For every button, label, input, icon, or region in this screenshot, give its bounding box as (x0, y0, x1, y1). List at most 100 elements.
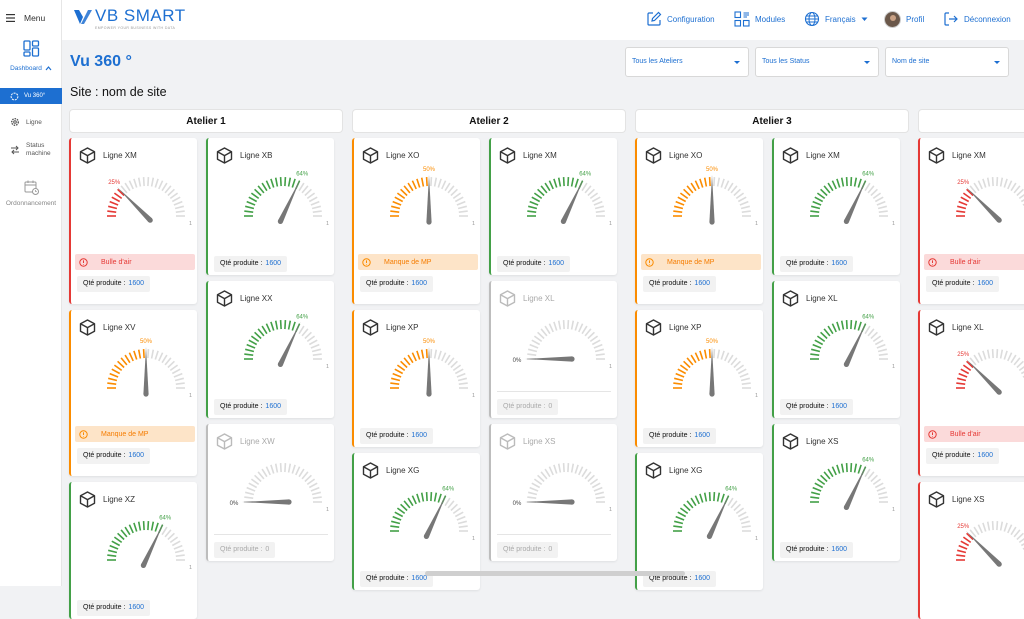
sidebar-item-ordonnancement[interactable]: Ordonnancement (0, 180, 62, 207)
gauge-tick (304, 331, 312, 340)
gauge-wrap: 25%100% (925, 338, 1024, 423)
filter-value: Nom de site (892, 58, 930, 65)
gauge-tick (173, 200, 183, 206)
line-card[interactable]: Ligne XS 25%100% (918, 482, 1024, 619)
line-card[interactable]: Ligne XM 64% 100% Qté produite :1600 (772, 138, 906, 275)
card-header: Ligne XM (499, 147, 557, 164)
sidebar-item-status-machine[interactable]: Status machine (0, 142, 62, 159)
sidebar-item-dashboard[interactable]: Dashboard (0, 40, 62, 72)
gauge-wrap: 50% 100% (359, 338, 486, 423)
qty-produced: Qté produite :1600 (926, 448, 999, 464)
line-card[interactable]: Ligne XP 50% 100% Qté produite :1600 (635, 310, 769, 447)
gauge-tick (674, 520, 684, 525)
card-header: Ligne XL (782, 290, 838, 307)
gauge-tick (529, 486, 539, 492)
gauge-tick (403, 500, 411, 509)
gauge: 64% 100% (810, 171, 906, 227)
gauge-tick (301, 328, 309, 337)
line-card[interactable]: Ligne XS 64% 100% Qté produite :1600 (772, 424, 906, 561)
gauge-tick (735, 364, 745, 372)
nav-logout[interactable]: Déconnexion (943, 11, 1011, 27)
line-card[interactable]: Ligne XX 64% 100% Qté produite :1600 (206, 281, 340, 418)
gauge-tick (529, 200, 539, 206)
gauge-tick (425, 349, 428, 359)
gauge-wrap: 64% 100% (779, 166, 906, 251)
line-name: Ligne XO (669, 151, 703, 160)
gauge: 64% 100% (390, 486, 486, 542)
sidebar-item-vu360[interactable]: Vu 360° (0, 88, 62, 104)
gauge-max: 100% (189, 221, 192, 227)
line-card[interactable]: Ligne XW 0% 100% Qté produite :0 (206, 424, 340, 561)
nav-profile[interactable]: Profil (884, 11, 924, 28)
nav-configuration[interactable]: Configuration (646, 11, 715, 27)
gauge-tick (169, 536, 179, 544)
line-name: Ligne XM (952, 151, 986, 160)
qty-produced: Qté produite :0 (497, 399, 559, 415)
menu-toggle[interactable]: Menu (6, 13, 45, 23)
logo[interactable]: VB SMART EMPOWER YOUR BUSINESS WITH DATA (73, 7, 186, 30)
language-select[interactable]: Français (804, 11, 868, 27)
gauge-tick (724, 352, 730, 362)
horizontal-scrollbar[interactable] (425, 571, 685, 576)
gauge: 50% 100% (107, 339, 203, 399)
gauge-tick (741, 525, 751, 528)
gauge-tick (820, 331, 828, 340)
line-card[interactable]: Ligne XB 64% 100% Qté produite :1600 (206, 138, 340, 275)
gauge-tick (167, 360, 175, 369)
gauge-tick (306, 192, 316, 200)
gauge-tick (441, 352, 447, 362)
gauge-tick (540, 471, 548, 480)
gauge-tick (877, 348, 887, 353)
line-card[interactable]: Ligne XL 25%100% Bulle d'air Qté produite :… (918, 310, 1024, 476)
nav-modules[interactable]: Modules (734, 11, 785, 27)
info-icon (645, 257, 654, 267)
gauge-tick (291, 178, 296, 188)
line-card[interactable]: Ligne XL 64% 100% Qté produite :1600 (772, 281, 906, 418)
line-card[interactable]: Ligne XO 50% 100% Manque de MP Qté produite … (635, 138, 769, 304)
gauge-hub (996, 561, 1002, 567)
gauge-max: 100% (189, 565, 192, 571)
gauge-tick (527, 210, 537, 213)
line-card[interactable]: Ligne XO 50% 100% Manque de MP Qté produite … (352, 138, 486, 304)
cube-icon (645, 462, 662, 479)
gauge-percent: 0% (230, 501, 239, 507)
card-header: Ligne XO (645, 147, 702, 164)
gauge-tick (820, 188, 828, 197)
gauge-tick (589, 335, 599, 343)
cube-icon (782, 290, 799, 307)
filter-status[interactable]: Tous les Status (755, 47, 879, 77)
gauge-needle (143, 347, 149, 394)
line-card[interactable]: Ligne XG 64% 100% Qté produite :1600 (635, 453, 769, 590)
gauge-tick (878, 210, 888, 213)
card-header: Ligne XV (79, 319, 135, 336)
line-card[interactable]: Ligne XG 64% 100% Qté produite :1600 (352, 453, 486, 590)
gauge-tick (548, 180, 554, 190)
gauge-tick (437, 178, 442, 188)
gauge-wrap: 0% 100% (496, 309, 623, 394)
gauge-tick (677, 368, 687, 375)
line-card[interactable]: Ligne XM 64% 100% Qté produite :1600 (489, 138, 623, 275)
line-card[interactable]: Ligne XL 0% 100% Qté produite :0 (489, 281, 623, 418)
gauge-tick (248, 339, 258, 346)
sidebar-item-ligne[interactable]: Ligne (0, 117, 62, 127)
gauge-tick (677, 196, 687, 203)
gauge-tick (1016, 532, 1024, 541)
gauge-tick (864, 468, 871, 478)
filter-ateliers[interactable]: Tous les Ateliers (625, 47, 749, 77)
line-card[interactable]: Ligne XZ 64% 100% Qté produite :1600 (69, 482, 203, 619)
line-card[interactable]: Ligne XV 50% 100% Manque de MP Qté produite … (69, 310, 203, 476)
gauge-tick (810, 496, 820, 499)
alert-badge: Manque de MP (358, 254, 478, 270)
gauge-tick (117, 360, 125, 369)
filter-site[interactable]: Nom de site (885, 47, 1009, 77)
gauge-hub (706, 533, 712, 539)
line-card[interactable]: Ligne XP 50% 100% Qté produite :1600 (352, 310, 486, 447)
gauge-tick (457, 205, 467, 210)
gauge-tick (823, 328, 831, 337)
gauge-tick (437, 493, 442, 503)
gauge-tick (814, 482, 824, 489)
line-card[interactable]: Ligne XS 0% 100% Qté produite :0 (489, 424, 623, 561)
gauge-tick (589, 478, 599, 486)
